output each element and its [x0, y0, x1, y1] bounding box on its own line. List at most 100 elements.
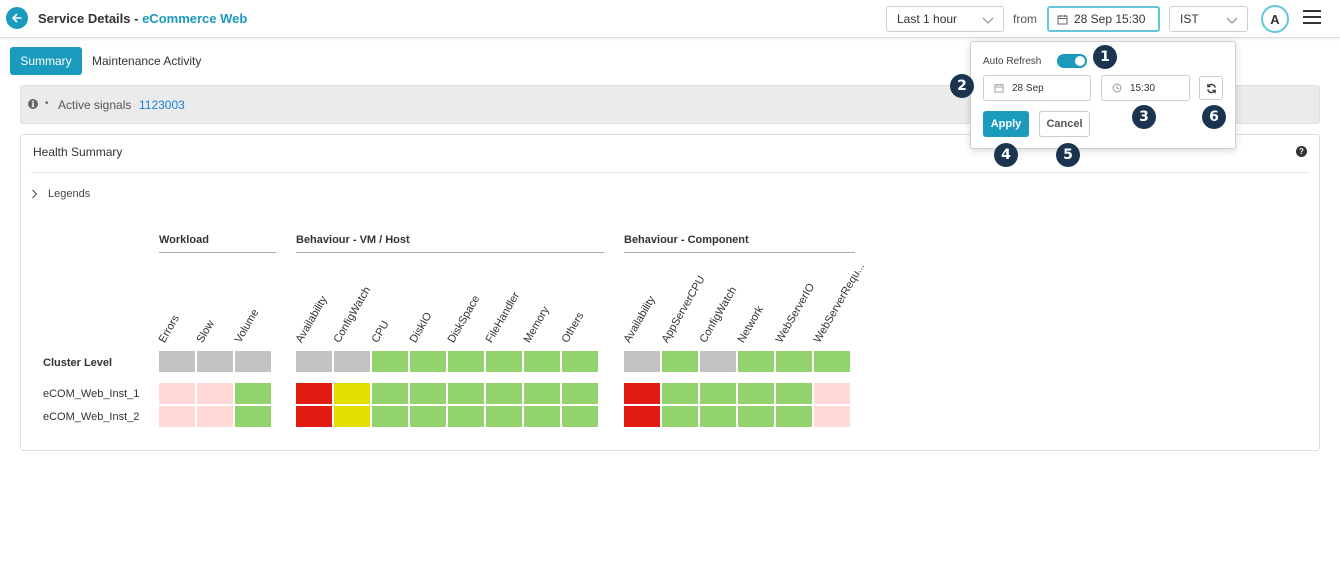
health-cell[interactable]	[776, 406, 812, 427]
date-picker-button[interactable]: 28 Sep 15:30	[1047, 6, 1160, 32]
column-label: Availability	[621, 294, 658, 345]
timezone-select[interactable]: IST	[1169, 6, 1248, 32]
calendar-icon	[994, 83, 1004, 93]
health-summary-card: Health Summary ? Legends Workload Behavi…	[20, 134, 1320, 451]
legends-label: Legends	[48, 188, 91, 200]
health-cell[interactable]	[197, 406, 233, 427]
column-label: WebServerRequ...	[811, 260, 868, 345]
health-cell[interactable]	[159, 406, 195, 427]
group-title-vm-host: Behaviour - VM / Host	[296, 234, 410, 246]
health-cell[interactable]	[448, 383, 484, 404]
health-cell[interactable]	[448, 406, 484, 427]
health-cell[interactable]	[372, 351, 408, 372]
column-label: Volume	[232, 307, 262, 345]
health-cell[interactable]	[372, 383, 408, 404]
health-cell[interactable]	[334, 351, 370, 372]
popup-time-value: 15:30	[1130, 82, 1156, 94]
health-cell[interactable]	[562, 351, 598, 372]
health-cell[interactable]	[814, 351, 850, 372]
health-cell[interactable]	[624, 383, 660, 404]
health-cell[interactable]	[334, 383, 370, 404]
legends-toggle[interactable]: Legends	[31, 188, 90, 200]
help-icon[interactable]: ?	[1296, 146, 1307, 157]
service-name: eCommerce Web	[142, 11, 248, 26]
chevron-down-icon	[982, 17, 994, 24]
health-cell[interactable]	[486, 383, 522, 404]
calendar-icon	[1057, 14, 1068, 24]
page-title: Service Details - eCommerce Web	[38, 11, 247, 26]
cancel-button[interactable]: Cancel	[1039, 111, 1090, 137]
top-header: Service Details - eCommerce Web Last 1 h…	[0, 0, 1340, 38]
chevron-down-icon	[1226, 17, 1238, 24]
auto-refresh-toggle[interactable]	[1057, 54, 1087, 68]
health-cell[interactable]	[700, 406, 736, 427]
health-cell[interactable]	[410, 383, 446, 404]
health-cell[interactable]	[662, 383, 698, 404]
health-cell[interactable]	[235, 406, 271, 427]
group-underline	[624, 252, 855, 253]
health-cell[interactable]	[159, 351, 195, 372]
health-cell[interactable]	[662, 406, 698, 427]
health-cell[interactable]	[410, 351, 446, 372]
time-range-value: Last 1 hour	[897, 12, 958, 26]
clock-icon	[1112, 83, 1122, 93]
back-button[interactable]	[6, 7, 28, 29]
health-cell[interactable]	[814, 383, 850, 404]
health-cell[interactable]	[448, 351, 484, 372]
tab-maintenance-activity[interactable]: Maintenance Activity	[92, 54, 202, 68]
user-avatar[interactable]: A	[1261, 5, 1289, 33]
time-range-select[interactable]: Last 1 hour	[886, 6, 1004, 32]
health-cell[interactable]	[296, 383, 332, 404]
arrow-left-icon	[12, 13, 22, 23]
popup-date-field[interactable]: 28 Sep	[983, 75, 1091, 101]
health-cell[interactable]	[486, 406, 522, 427]
column-label: FileHandler	[483, 290, 523, 345]
health-cell[interactable]	[296, 406, 332, 427]
health-cell[interactable]	[738, 383, 774, 404]
health-cell[interactable]	[662, 351, 698, 372]
health-cell[interactable]	[159, 383, 195, 404]
health-cell[interactable]	[486, 351, 522, 372]
health-cell[interactable]	[372, 406, 408, 427]
health-cell[interactable]	[700, 383, 736, 404]
page-title-prefix: Service Details -	[38, 11, 139, 26]
health-cell[interactable]	[738, 406, 774, 427]
health-summary-title: Health Summary	[33, 145, 123, 159]
divider	[31, 172, 1308, 173]
health-cell[interactable]	[738, 351, 774, 372]
tab-summary[interactable]: Summary	[10, 47, 82, 75]
health-cell[interactable]	[524, 383, 560, 404]
callout-badge: 4	[994, 143, 1018, 167]
health-cell[interactable]	[197, 383, 233, 404]
apply-button[interactable]: Apply	[983, 111, 1029, 137]
refresh-button[interactable]	[1199, 76, 1223, 100]
health-cell[interactable]	[235, 351, 271, 372]
health-cell[interactable]	[524, 406, 560, 427]
group-title-component: Behaviour - Component	[624, 234, 749, 246]
column-label: WebServerIO	[773, 281, 818, 345]
health-cell[interactable]	[235, 383, 271, 404]
hamburger-menu-icon[interactable]	[1303, 10, 1321, 26]
health-cell[interactable]	[410, 406, 446, 427]
health-cell[interactable]	[814, 406, 850, 427]
health-cell[interactable]	[562, 383, 598, 404]
health-cell[interactable]	[700, 351, 736, 372]
column-label: Others	[559, 310, 587, 345]
column-label: DiskIO	[407, 310, 435, 345]
active-signals-link[interactable]: 1123003	[139, 98, 185, 112]
health-cell[interactable]	[197, 351, 233, 372]
column-label: CPU	[369, 318, 392, 345]
health-cell[interactable]	[334, 406, 370, 427]
health-cell[interactable]	[562, 406, 598, 427]
callout-badge: 2	[950, 74, 974, 98]
date-value: 28 Sep 15:30	[1074, 12, 1146, 26]
callout-badge: 5	[1056, 143, 1080, 167]
health-cell[interactable]	[776, 351, 812, 372]
health-cell[interactable]	[296, 351, 332, 372]
health-cell[interactable]	[776, 383, 812, 404]
bullet: •	[45, 98, 49, 109]
health-cell[interactable]	[624, 351, 660, 372]
popup-time-field[interactable]: 15:30	[1101, 75, 1190, 101]
health-cell[interactable]	[524, 351, 560, 372]
health-cell[interactable]	[624, 406, 660, 427]
